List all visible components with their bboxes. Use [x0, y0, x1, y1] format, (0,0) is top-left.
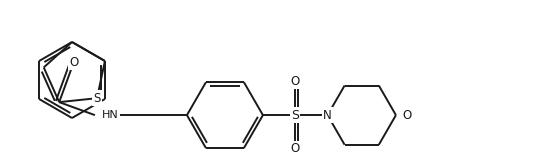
- Text: S: S: [94, 92, 101, 105]
- Text: O: O: [290, 142, 300, 155]
- Text: S: S: [291, 109, 299, 122]
- Text: O: O: [70, 56, 79, 69]
- Text: HN: HN: [102, 110, 119, 120]
- Text: O: O: [290, 75, 300, 88]
- Text: O: O: [402, 109, 411, 122]
- Text: N: N: [323, 109, 332, 122]
